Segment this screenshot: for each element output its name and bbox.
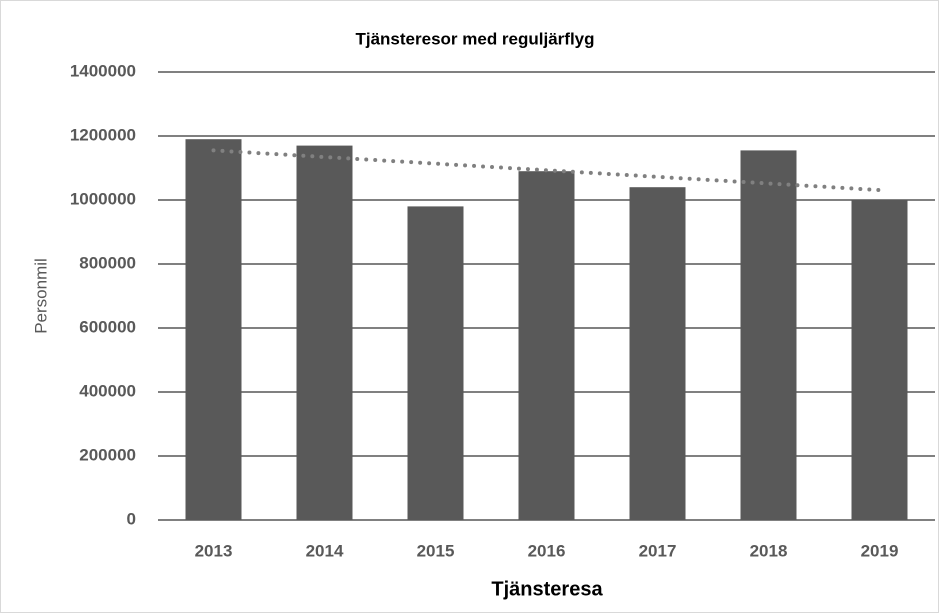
x-tick-label: 2013 xyxy=(195,541,233,560)
y-tick-label: 800000 xyxy=(79,253,136,272)
y-tick-label: 1200000 xyxy=(70,125,136,144)
bar xyxy=(296,145,353,520)
bar xyxy=(740,150,797,520)
y-axis-title: Personmil xyxy=(31,258,50,334)
y-tick-label: 1000000 xyxy=(70,189,136,208)
bar xyxy=(518,171,575,520)
x-tick-label: 2017 xyxy=(639,541,677,560)
y-tick-label: 200000 xyxy=(79,445,136,464)
y-tick-label: 0 xyxy=(127,509,136,528)
x-axis-title: Tjänsteresa xyxy=(491,578,603,600)
y-tick-label: 600000 xyxy=(79,317,136,336)
chart-title: Tjänsteresor med reguljärflyg xyxy=(355,29,594,48)
bar xyxy=(629,187,686,520)
x-tick-label: 2018 xyxy=(750,541,788,560)
x-tick-label: 2016 xyxy=(528,541,566,560)
x-tick-label: 2019 xyxy=(861,541,899,560)
bar xyxy=(407,206,464,520)
trendline xyxy=(211,148,882,193)
bar xyxy=(185,139,242,520)
bar xyxy=(851,200,908,520)
x-tick-label: 2014 xyxy=(306,541,344,560)
y-tick-label: 1400000 xyxy=(70,61,136,80)
x-tick-label: 2015 xyxy=(417,541,455,560)
y-tick-label: 400000 xyxy=(79,381,136,400)
